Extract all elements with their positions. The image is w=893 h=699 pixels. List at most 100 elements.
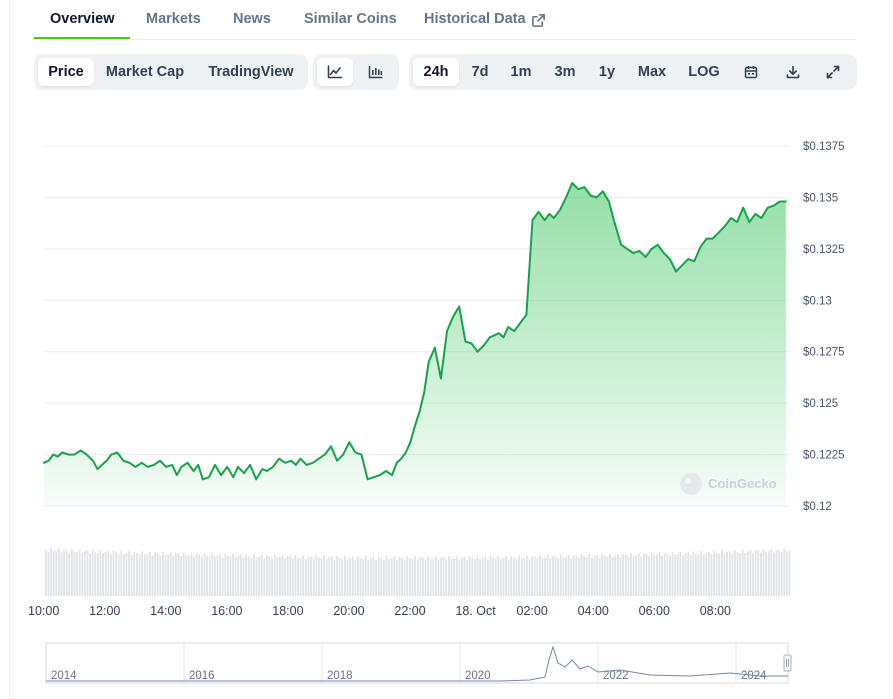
- volume-bar: [133, 551, 136, 596]
- range-1m-button[interactable]: 1m: [510, 64, 532, 80]
- tab-news[interactable]: News: [233, 11, 271, 27]
- volume-bar: [533, 556, 536, 596]
- volume-bar: [167, 554, 169, 596]
- volume-bar: [466, 559, 468, 596]
- volume-bar: [396, 559, 398, 596]
- y-axis: $0.12 $0.1225 $0.125 $0.1275 $0.13 $0.1325 $0.…: [803, 141, 845, 513]
- volume-bar: [94, 552, 97, 596]
- volume-bar: [734, 550, 736, 596]
- y-tick-label: $0.1375: [803, 141, 845, 153]
- price-view-button[interactable]: Price: [38, 58, 94, 86]
- volume-bar: [598, 557, 601, 596]
- tab-similar-coins[interactable]: Similar Coins: [304, 11, 397, 27]
- view-mode-toggle: Price Market Cap TradingView: [34, 54, 308, 90]
- volume-bar: [294, 555, 297, 596]
- volume-bar: [253, 554, 255, 596]
- volume-bar: [318, 557, 320, 596]
- volume-bar: [305, 559, 307, 596]
- volume-bar: [539, 555, 541, 596]
- tab-historical-data[interactable]: Historical Data: [424, 11, 526, 27]
- volume-bar: [786, 551, 788, 596]
- volume-bar: [156, 553, 159, 596]
- volume-bar: [416, 559, 419, 596]
- volume-bar: [357, 556, 359, 596]
- volume-bar: [380, 557, 383, 596]
- volume-bar: [208, 556, 211, 596]
- volume-bar: [726, 551, 728, 596]
- volume-bar: [562, 557, 565, 596]
- candlestick-chart-button[interactable]: [357, 58, 395, 86]
- volume-bar: [292, 558, 294, 596]
- x-tick-label: 14:00: [150, 604, 181, 618]
- coingecko-logo-icon: [680, 473, 702, 495]
- volume-bar: [411, 558, 414, 596]
- download-button[interactable]: [777, 58, 809, 86]
- x-tick-label: 04:00: [578, 604, 609, 618]
- volume-bar: [705, 552, 708, 596]
- volume-bar: [247, 556, 250, 596]
- volume-bar: [237, 555, 240, 596]
- x-tick-label: 16:00: [211, 604, 242, 618]
- y-tick-label: $0.1275: [803, 347, 845, 359]
- volume-bar: [344, 555, 346, 596]
- volume-bar: [385, 555, 388, 596]
- market-cap-view-button[interactable]: Market Cap: [105, 64, 185, 80]
- range-navigator[interactable]: 2014 2016 2018 2020 2022 2024: [45, 642, 792, 684]
- volume-bar: [289, 556, 292, 596]
- volume-bar: [229, 556, 232, 596]
- volume-bar: [510, 556, 513, 596]
- volume-bar: [331, 556, 333, 596]
- volume-bar: [398, 556, 401, 596]
- range-max-button[interactable]: Max: [637, 64, 667, 80]
- volume-bar: [279, 557, 281, 596]
- y-tick-label: $0.135: [803, 192, 838, 204]
- volume-bars: [45, 548, 791, 596]
- range-24h-button[interactable]: 24h: [413, 58, 459, 86]
- volume-bar: [778, 550, 780, 596]
- left-divider: [9, 0, 10, 699]
- volume-bar: [687, 552, 689, 596]
- volume-bar: [372, 556, 375, 596]
- candlestick-icon: [368, 66, 383, 79]
- range-7d-button[interactable]: 7d: [471, 64, 489, 80]
- volume-bar: [450, 558, 453, 596]
- volume-bar: [585, 557, 588, 596]
- volume-bar: [468, 556, 471, 596]
- fullscreen-button[interactable]: [817, 58, 849, 86]
- volume-bar: [765, 552, 767, 596]
- volume-bar: [203, 553, 206, 596]
- date-range-button[interactable]: [735, 58, 767, 86]
- volume-bar: [367, 559, 370, 596]
- tab-overview[interactable]: Overview: [50, 11, 115, 27]
- x-tick-label: 18:00: [272, 604, 303, 618]
- y-tick-label: $0.12: [803, 501, 832, 513]
- volume-bar: [151, 555, 154, 596]
- volume-bar: [663, 553, 666, 596]
- x-tick-label: 20:00: [333, 604, 364, 618]
- x-tick-label: 06:00: [639, 604, 670, 618]
- range-1y-button[interactable]: 1y: [598, 64, 616, 80]
- volume-bar: [281, 555, 284, 596]
- external-link-icon[interactable]: [531, 13, 546, 28]
- volume-bar: [143, 554, 146, 596]
- volume-bar: [354, 559, 357, 596]
- volume-bar: [302, 555, 305, 596]
- volume-bar: [242, 557, 245, 596]
- volume-bar: [487, 559, 489, 596]
- tab-markets[interactable]: Markets: [146, 11, 201, 27]
- volume-bar: [643, 553, 645, 596]
- volume-bar: [211, 553, 214, 596]
- volume-bar: [286, 555, 289, 596]
- navigator-handle[interactable]: [783, 654, 792, 672]
- tradingview-button[interactable]: TradingView: [208, 64, 294, 80]
- log-scale-button[interactable]: LOG: [688, 64, 720, 80]
- expand-icon: [826, 65, 840, 79]
- range-3m-button[interactable]: 3m: [554, 64, 576, 80]
- volume-bar: [63, 550, 65, 596]
- volume-bar: [679, 551, 682, 596]
- range-toolbar: 24h 7d 1m 3m 1y Max LOG: [409, 54, 857, 90]
- volume-bar: [658, 552, 661, 596]
- line-chart-button[interactable]: [317, 58, 353, 86]
- volume-bar: [364, 555, 367, 596]
